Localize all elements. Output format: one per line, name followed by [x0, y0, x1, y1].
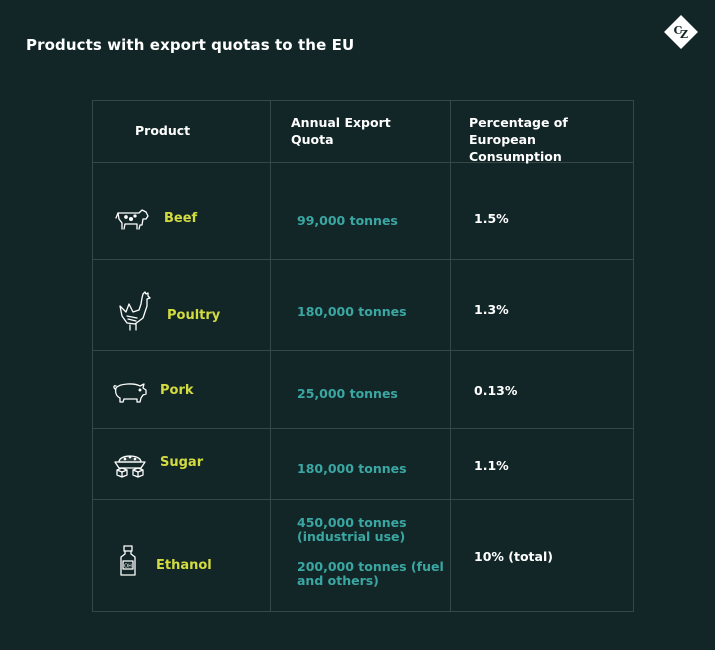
product-poultry: Poultry [167, 308, 221, 323]
quota-beef: 99,000 tonnes [297, 213, 398, 228]
quota-sugar: 180,000 tonnes [297, 461, 407, 476]
ethanol-bottle-icon: OH [119, 545, 137, 577]
header-quota-line2: Quota [291, 132, 334, 147]
row-divider [93, 350, 633, 351]
product-ethanol: Ethanol [156, 558, 212, 573]
pct-poultry: 1.3% [474, 302, 509, 317]
column-divider [270, 101, 271, 611]
cow-icon [115, 207, 151, 233]
product-sugar: Sugar [160, 455, 204, 470]
quota-ethanol-fuel-line2: and others) [297, 573, 379, 588]
pct-ethanol: 10% (total) [474, 549, 553, 564]
pct-sugar: 1.1% [474, 458, 509, 473]
column-divider [450, 101, 451, 611]
pct-pork: 0.13% [474, 383, 518, 398]
row-divider [93, 162, 633, 163]
chart-title: Products with export quotas to the EU [26, 36, 355, 54]
svg-text:OH: OH [124, 564, 132, 570]
quota-ethanol-industrial-line2: (industrial use) [297, 529, 406, 544]
product-pork: Pork [160, 383, 194, 398]
quota-ethanol-industrial-line1: 450,000 tonnes [297, 515, 407, 530]
header-pct-line2: European Consumption [469, 132, 562, 164]
header-product: Product [135, 123, 191, 138]
quota-poultry: 180,000 tonnes [297, 304, 407, 319]
quota-table: Product Annual Export Quota Percentage o… [92, 100, 634, 612]
sugar-icon [111, 448, 149, 478]
pig-icon [111, 380, 149, 406]
header-percentage: Percentage of European Consumption [469, 114, 633, 165]
quota-ethanol-fuel: 200,000 tonnes (fuel and others) [297, 560, 444, 588]
header-quota: Annual Export Quota [291, 114, 391, 148]
header-pct-line1: Percentage of [469, 115, 568, 130]
svg-text:C: C [674, 24, 683, 37]
quota-ethanol-industrial: 450,000 tonnes (industrial use) [297, 516, 407, 544]
cz-logo: C Z [663, 14, 699, 50]
svg-text:Z: Z [680, 28, 688, 41]
header-quota-line1: Annual Export [291, 115, 391, 130]
quota-ethanol-fuel-line1: 200,000 tonnes (fuel [297, 559, 444, 574]
row-divider [93, 428, 633, 429]
pct-beef: 1.5% [474, 211, 509, 226]
chicken-icon [117, 290, 153, 332]
row-divider [93, 259, 633, 260]
row-divider [93, 499, 633, 500]
product-beef: Beef [164, 211, 198, 226]
quota-pork: 25,000 tonnes [297, 386, 398, 401]
